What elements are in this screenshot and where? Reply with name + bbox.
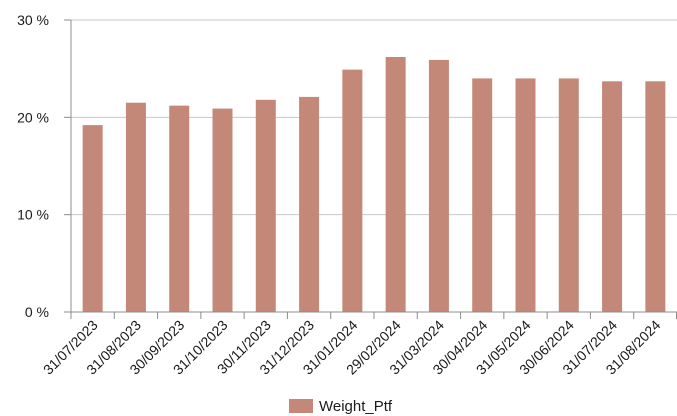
grid-layer	[71, 19, 677, 216]
axis-layer	[64, 19, 677, 319]
bar	[299, 96, 320, 312]
bar	[82, 125, 103, 313]
bar	[169, 105, 190, 312]
bar	[385, 56, 406, 313]
bar	[515, 78, 536, 313]
bar	[212, 108, 233, 312]
x-tick-labels: 31/07/202331/08/202330/09/202331/10/2023…	[40, 317, 664, 378]
bar	[342, 69, 363, 312]
y-tick-label: 30 %	[17, 12, 49, 28]
bars-layer	[82, 56, 666, 313]
legend-label: Weight_Ptf	[319, 397, 393, 415]
y-tick-label: 0 %	[25, 304, 49, 320]
bar	[558, 78, 579, 313]
legend: Weight_Ptf	[289, 396, 392, 416]
bar	[428, 59, 449, 313]
bar	[645, 81, 666, 312]
y-tick-labels: 0 % 10 % 20 % 30 %	[17, 12, 49, 320]
bar	[602, 81, 623, 312]
bar	[472, 78, 493, 313]
y-tick-label: 10 %	[17, 207, 49, 223]
bar	[125, 102, 146, 312]
bar-chart: 0 % 10 % 20 % 30 % 31/07/202331/08/202330/0…	[17, 12, 677, 378]
y-tick-label: 20 %	[17, 109, 49, 125]
legend-swatch	[289, 399, 313, 413]
bar	[255, 99, 276, 313]
